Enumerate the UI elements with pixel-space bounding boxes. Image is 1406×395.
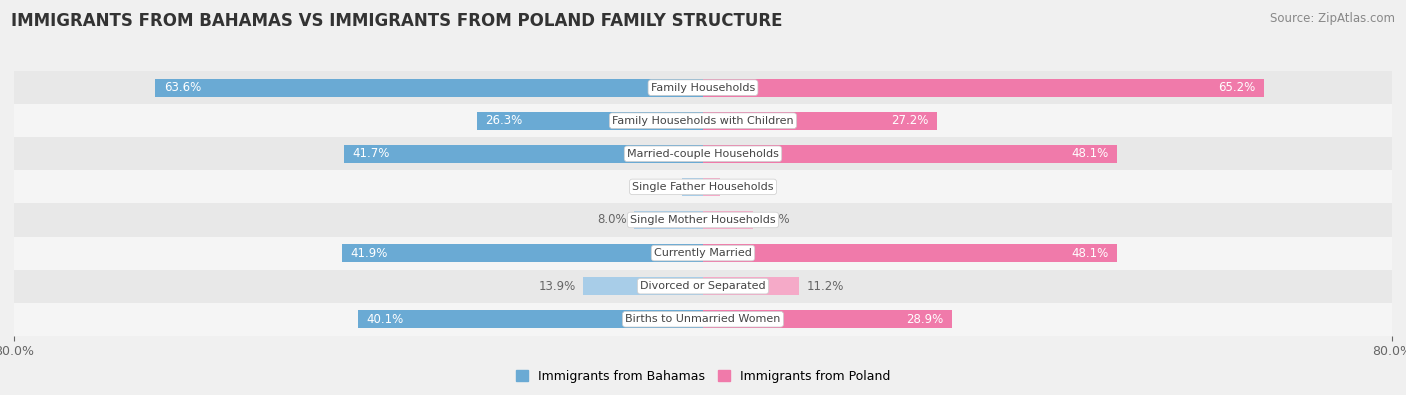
Text: 28.9%: 28.9% bbox=[905, 313, 943, 326]
Text: 63.6%: 63.6% bbox=[165, 81, 201, 94]
Text: Source: ZipAtlas.com: Source: ZipAtlas.com bbox=[1270, 12, 1395, 25]
Text: 48.1%: 48.1% bbox=[1071, 246, 1108, 260]
Bar bbox=[703, 211, 754, 229]
Bar bbox=[703, 178, 720, 196]
Text: 40.1%: 40.1% bbox=[367, 313, 404, 326]
Bar bbox=[703, 277, 800, 295]
Text: Currently Married: Currently Married bbox=[654, 248, 752, 258]
Bar bbox=[583, 277, 703, 295]
Bar bbox=[703, 112, 938, 130]
Legend: Immigrants from Bahamas, Immigrants from Poland: Immigrants from Bahamas, Immigrants from… bbox=[510, 365, 896, 388]
Bar bbox=[14, 137, 1392, 170]
Bar bbox=[14, 303, 1392, 336]
Text: Single Father Households: Single Father Households bbox=[633, 182, 773, 192]
Text: 13.9%: 13.9% bbox=[538, 280, 576, 293]
Text: 26.3%: 26.3% bbox=[485, 114, 523, 127]
Text: IMMIGRANTS FROM BAHAMAS VS IMMIGRANTS FROM POLAND FAMILY STRUCTURE: IMMIGRANTS FROM BAHAMAS VS IMMIGRANTS FR… bbox=[11, 12, 783, 30]
Bar bbox=[344, 145, 703, 163]
Bar bbox=[634, 211, 703, 229]
Text: 27.2%: 27.2% bbox=[891, 114, 928, 127]
Text: Married-couple Households: Married-couple Households bbox=[627, 149, 779, 159]
Text: 2.0%: 2.0% bbox=[727, 181, 756, 194]
Text: 41.9%: 41.9% bbox=[350, 246, 388, 260]
Bar bbox=[155, 79, 703, 97]
Text: Births to Unmarried Women: Births to Unmarried Women bbox=[626, 314, 780, 324]
Bar bbox=[703, 310, 952, 328]
Text: 8.0%: 8.0% bbox=[598, 213, 627, 226]
Text: Family Households: Family Households bbox=[651, 83, 755, 93]
Text: 41.7%: 41.7% bbox=[353, 147, 389, 160]
Text: 2.4%: 2.4% bbox=[645, 181, 675, 194]
Text: 65.2%: 65.2% bbox=[1219, 81, 1256, 94]
Bar bbox=[703, 145, 1118, 163]
Bar bbox=[14, 104, 1392, 137]
Bar bbox=[14, 269, 1392, 303]
Bar bbox=[14, 203, 1392, 237]
Bar bbox=[14, 71, 1392, 104]
Text: 11.2%: 11.2% bbox=[807, 280, 844, 293]
Bar bbox=[682, 178, 703, 196]
Text: 48.1%: 48.1% bbox=[1071, 147, 1108, 160]
Bar bbox=[703, 79, 1264, 97]
Text: 5.8%: 5.8% bbox=[759, 213, 789, 226]
Bar bbox=[14, 170, 1392, 203]
Bar bbox=[14, 237, 1392, 269]
Bar bbox=[703, 244, 1118, 262]
Bar bbox=[342, 244, 703, 262]
Text: Family Households with Children: Family Households with Children bbox=[612, 116, 794, 126]
Text: Divorced or Separated: Divorced or Separated bbox=[640, 281, 766, 291]
Bar bbox=[477, 112, 703, 130]
Text: Single Mother Households: Single Mother Households bbox=[630, 215, 776, 225]
Bar bbox=[357, 310, 703, 328]
